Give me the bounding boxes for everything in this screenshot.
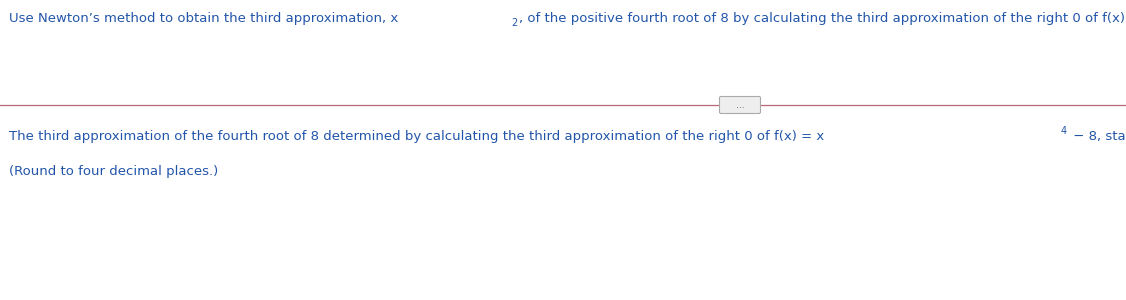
Text: , of the positive fourth root of 8 by calculating the third approximation of the: , of the positive fourth root of 8 by ca… xyxy=(519,12,1126,25)
Text: (Round to four decimal places.): (Round to four decimal places.) xyxy=(9,165,218,178)
Text: − 8, starting with x: − 8, starting with x xyxy=(1069,130,1126,143)
FancyBboxPatch shape xyxy=(720,97,760,113)
Text: ...: ... xyxy=(735,100,744,109)
Text: The third approximation of the fourth root of 8 determined by calculating the th: The third approximation of the fourth ro… xyxy=(9,130,824,143)
Text: 4: 4 xyxy=(1061,126,1067,136)
Text: Use Newton’s method to obtain the third approximation, x: Use Newton’s method to obtain the third … xyxy=(9,12,399,25)
Text: 2: 2 xyxy=(511,18,518,28)
